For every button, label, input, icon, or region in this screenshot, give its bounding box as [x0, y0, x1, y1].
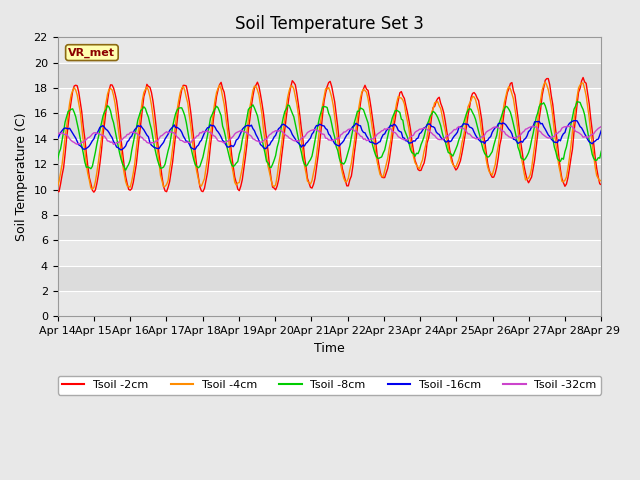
Legend: Tsoil -2cm, Tsoil -4cm, Tsoil -8cm, Tsoil -16cm, Tsoil -32cm: Tsoil -2cm, Tsoil -4cm, Tsoil -8cm, Tsoi…: [58, 376, 601, 395]
Tsoil -8cm: [244, 107, 252, 112]
Tsoil -16cm: [597, 128, 605, 133]
Tsoil -2cm: [90, 189, 98, 195]
Bar: [58, 240, 601, 266]
Tsoil -8cm: [120, 164, 128, 170]
Tsoil -16cm: [236, 133, 243, 139]
Tsoil -2cm: [569, 146, 577, 152]
Tsoil -16cm: [117, 147, 125, 153]
Tsoil -16cm: [122, 143, 129, 149]
Tsoil -2cm: [244, 127, 252, 132]
Bar: [58, 88, 601, 113]
Tsoil -32cm: [244, 132, 252, 137]
Tsoil -4cm: [293, 101, 301, 107]
Bar: [58, 190, 601, 215]
Tsoil -16cm: [244, 122, 252, 128]
Tsoil -32cm: [217, 139, 225, 144]
Tsoil -4cm: [236, 180, 243, 185]
Tsoil -8cm: [122, 167, 129, 173]
Bar: [58, 37, 601, 63]
Title: Soil Temperature Set 3: Soil Temperature Set 3: [235, 15, 424, 33]
Text: VR_met: VR_met: [68, 48, 115, 58]
Tsoil -8cm: [217, 113, 225, 119]
Tsoil -32cm: [54, 132, 61, 137]
Tsoil -4cm: [54, 184, 61, 190]
Tsoil -2cm: [217, 80, 225, 85]
Line: Tsoil -8cm: Tsoil -8cm: [58, 101, 601, 170]
Tsoil -4cm: [88, 186, 96, 192]
Tsoil -4cm: [597, 177, 605, 183]
Tsoil -2cm: [122, 174, 129, 180]
Tsoil -8cm: [236, 151, 243, 157]
Tsoil -4cm: [122, 179, 129, 185]
Tsoil -16cm: [572, 118, 579, 123]
Tsoil -8cm: [597, 148, 605, 154]
Tsoil -32cm: [122, 134, 129, 140]
Line: Tsoil -4cm: Tsoil -4cm: [58, 82, 601, 189]
Tsoil -2cm: [54, 189, 61, 194]
Tsoil -32cm: [570, 126, 578, 132]
Tsoil -2cm: [293, 91, 301, 96]
Tsoil -8cm: [293, 128, 301, 134]
Tsoil -32cm: [236, 129, 243, 134]
Tsoil -4cm: [217, 86, 225, 92]
Line: Tsoil -32cm: Tsoil -32cm: [58, 126, 601, 144]
Tsoil -8cm: [573, 98, 581, 104]
Bar: [58, 139, 601, 164]
Bar: [58, 291, 601, 316]
Tsoil -2cm: [597, 182, 605, 188]
Tsoil -4cm: [570, 117, 578, 122]
Tsoil -32cm: [109, 142, 117, 147]
Tsoil -16cm: [217, 134, 225, 140]
Y-axis label: Soil Temperature (C): Soil Temperature (C): [15, 113, 28, 241]
Tsoil -4cm: [244, 117, 252, 123]
X-axis label: Time: Time: [314, 342, 345, 355]
Line: Tsoil -2cm: Tsoil -2cm: [58, 77, 601, 192]
Tsoil -2cm: [579, 74, 587, 80]
Tsoil -32cm: [293, 137, 301, 143]
Tsoil -2cm: [236, 188, 243, 193]
Tsoil -4cm: [541, 79, 549, 85]
Tsoil -16cm: [293, 139, 301, 144]
Tsoil -32cm: [564, 123, 572, 129]
Tsoil -16cm: [569, 119, 577, 124]
Tsoil -8cm: [54, 157, 61, 163]
Tsoil -32cm: [597, 124, 605, 130]
Tsoil -8cm: [569, 114, 577, 120]
Line: Tsoil -16cm: Tsoil -16cm: [58, 120, 601, 150]
Tsoil -16cm: [54, 136, 61, 142]
